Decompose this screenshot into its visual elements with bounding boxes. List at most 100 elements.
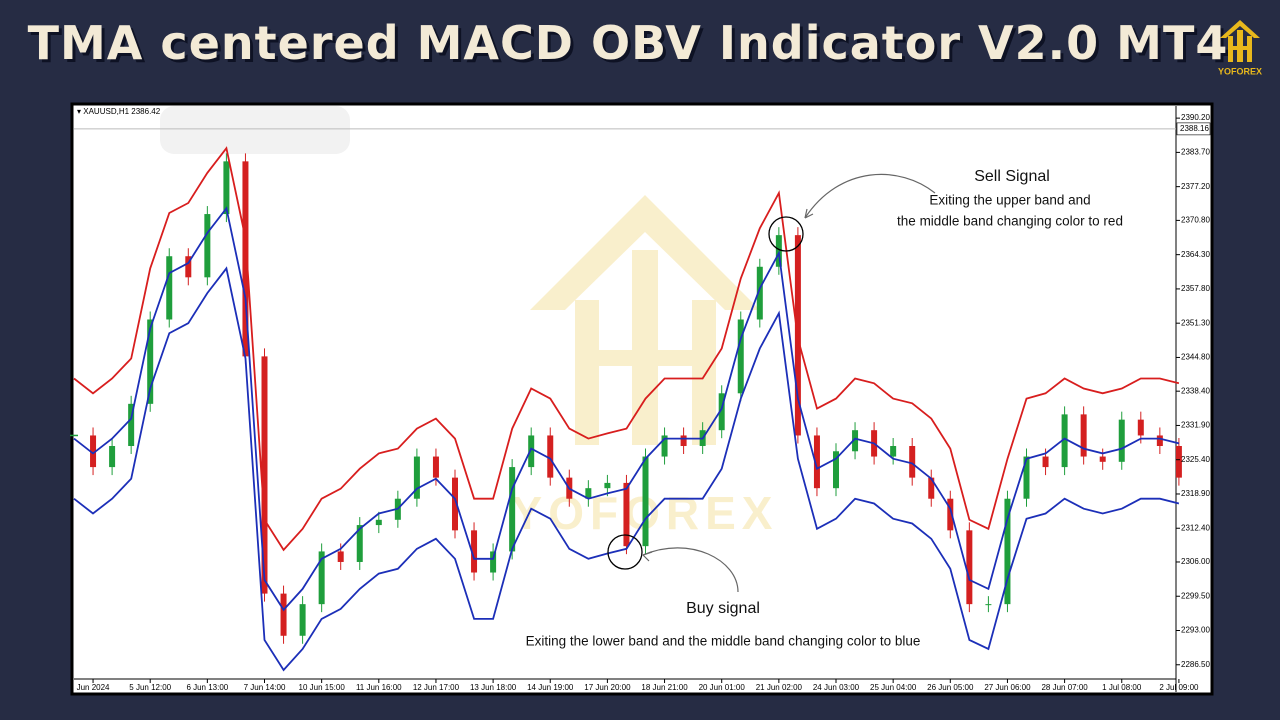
brand-logo: YOFOREX xyxy=(1218,20,1262,76)
x-tick-label: 21 Jun 02:00 xyxy=(756,683,803,692)
annotation-text: the middle band changing color to red xyxy=(897,214,1123,229)
x-tick-label: Jun 2024 xyxy=(77,683,110,692)
candle xyxy=(471,530,478,573)
candle xyxy=(756,266,763,320)
brand-name: YOFOREX xyxy=(1218,66,1262,76)
y-tick-label: 2390.20 xyxy=(1181,113,1210,122)
x-tick-label: 17 Jun 20:00 xyxy=(584,683,631,692)
x-tick-label: 13 Jun 18:00 xyxy=(470,683,517,692)
candle xyxy=(147,319,154,404)
candle xyxy=(432,456,439,478)
upper-band xyxy=(73,146,1180,552)
candle xyxy=(318,551,325,605)
annotation-title: Sell Signal xyxy=(974,168,1050,185)
candle xyxy=(1042,456,1049,468)
candle xyxy=(737,319,744,394)
y-tick-label: 2351.30 xyxy=(1181,318,1210,327)
y-tick-label: 2286.50 xyxy=(1181,660,1210,669)
candle xyxy=(204,214,211,278)
page-title: TMA centered MACD OBV Indicator V2.0 MT4 xyxy=(27,16,1229,70)
symbol-name: XAUUSD,H1 xyxy=(83,107,129,116)
candle xyxy=(185,256,192,278)
candle xyxy=(223,161,230,215)
candle xyxy=(966,530,973,605)
candle xyxy=(452,477,458,531)
candle xyxy=(299,604,306,636)
candle xyxy=(280,593,287,636)
y-tick-label: 2364.30 xyxy=(1181,250,1210,259)
lower-band xyxy=(73,266,1180,672)
x-tick-label: 20 Jun 01:00 xyxy=(699,683,746,692)
y-tick-label: 2299.50 xyxy=(1181,591,1210,600)
candle xyxy=(509,467,516,552)
candle xyxy=(852,430,859,452)
x-tick-label: 24 Jun 03:00 xyxy=(813,683,860,692)
x-tick-label: 28 Jun 07:00 xyxy=(1041,683,1088,692)
candle xyxy=(813,435,820,489)
candle xyxy=(833,451,839,489)
y-tick-label: 2306.00 xyxy=(1181,557,1210,566)
candle xyxy=(909,446,916,478)
x-tick-label: 11 Jun 16:00 xyxy=(356,683,402,692)
plot-area xyxy=(70,146,1182,672)
candle xyxy=(1023,456,1030,499)
candle xyxy=(242,161,249,357)
y-tick-label: 2318.90 xyxy=(1181,489,1210,498)
watermark-logo xyxy=(530,195,760,445)
candle xyxy=(1061,414,1068,468)
candle xyxy=(1175,446,1182,478)
candle xyxy=(585,488,592,499)
candle xyxy=(775,235,782,267)
buy-circle xyxy=(607,534,643,570)
candle xyxy=(337,551,344,562)
candle xyxy=(166,256,173,320)
y-tick-label: 2377.20 xyxy=(1181,182,1210,191)
annotation-text: Exiting the upper band and xyxy=(929,193,1090,208)
candle xyxy=(1004,498,1011,605)
candle xyxy=(985,604,992,606)
candle xyxy=(642,456,649,547)
current-price-tag xyxy=(1176,122,1211,136)
overlay-patch xyxy=(160,106,350,154)
candle xyxy=(490,551,497,573)
x-tick-label: 6 Jun 13:00 xyxy=(186,683,228,692)
y-tick-label: 2383.70 xyxy=(1181,147,1210,156)
candle xyxy=(528,435,535,468)
buy-arrow xyxy=(642,547,739,593)
x-tick-label: 25 Jun 04:00 xyxy=(870,683,917,692)
candle xyxy=(128,403,135,447)
candle xyxy=(1137,419,1144,436)
y-tick-label: 2331.90 xyxy=(1181,421,1210,430)
x-tick-label: 27 Jun 06:00 xyxy=(984,683,1031,692)
middle-band xyxy=(73,206,1180,612)
annotation-title: Buy signal xyxy=(686,600,760,617)
bid-price: 2386.42 xyxy=(131,107,160,116)
sell-circle xyxy=(768,216,804,252)
y-tick-label: 2370.80 xyxy=(1181,215,1210,224)
y-tick-label: 2312.40 xyxy=(1181,523,1210,532)
candle xyxy=(375,519,382,526)
sell-arrowhead xyxy=(804,208,814,219)
y-tick-label: 2357.80 xyxy=(1181,284,1210,293)
x-tick-label: 7 Jun 14:00 xyxy=(244,683,286,692)
candle xyxy=(1080,414,1087,457)
candle xyxy=(718,393,725,431)
candle xyxy=(890,446,897,457)
y-tick-label: 2293.00 xyxy=(1181,626,1210,635)
x-tick-label: 18 Jun 21:00 xyxy=(641,683,688,692)
candle xyxy=(261,356,268,594)
candle xyxy=(547,435,554,478)
candle xyxy=(90,435,97,468)
symbol: ▾ XAUUSD,H1 2386.42 xyxy=(77,107,161,116)
x-tick-label: 1 Jul 08:00 xyxy=(1102,683,1142,692)
candle xyxy=(1156,435,1163,447)
candle xyxy=(661,435,668,457)
x-tick-label: 26 Jun 05:00 xyxy=(927,683,974,692)
current-price-label: 2388.16 xyxy=(1180,124,1209,133)
x-tick-label: 10 Jun 15:00 xyxy=(299,683,346,692)
candle xyxy=(1118,419,1125,462)
buy-arrowhead xyxy=(642,551,653,562)
x-tick-label: 5 Jun 12:00 xyxy=(129,683,171,692)
